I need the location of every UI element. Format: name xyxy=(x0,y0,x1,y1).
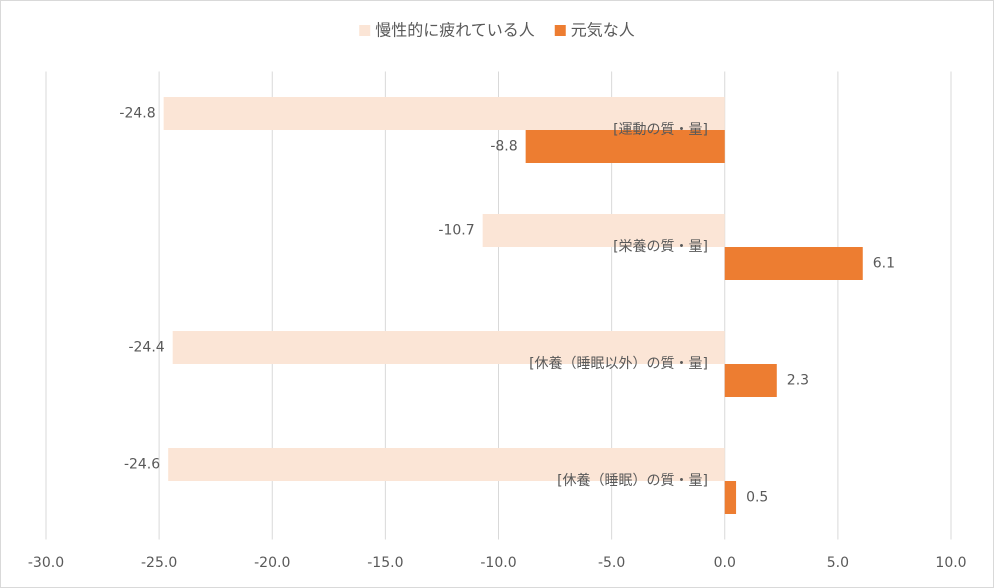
x-tick-label: -5.0 xyxy=(598,555,625,571)
value-label: 0.5 xyxy=(746,490,768,506)
value-label: 2.3 xyxy=(787,373,809,389)
x-tick-label: -30.0 xyxy=(28,555,64,571)
category-label: [運動の質・量] xyxy=(613,122,708,138)
bar xyxy=(168,448,725,481)
x-tick-label: -20.0 xyxy=(254,555,290,571)
category-label: [休養（睡眠）の質・量] xyxy=(557,472,708,489)
legend-swatch xyxy=(554,25,566,36)
bar xyxy=(172,331,725,364)
value-label: -24.8 xyxy=(119,106,155,122)
value-label: -10.7 xyxy=(438,223,474,239)
bar xyxy=(724,481,737,514)
value-label: 6.1 xyxy=(873,256,895,272)
bar xyxy=(724,364,777,397)
x-tick-label: -10.0 xyxy=(480,555,516,571)
bar xyxy=(724,247,863,280)
x-tick-label: 5.0 xyxy=(827,555,849,571)
x-tick-label: 0.0 xyxy=(714,555,736,571)
legend-label: 元気な人 xyxy=(571,21,635,40)
x-tick-label: -25.0 xyxy=(141,555,177,571)
category-label: [休養（睡眠以外）の質・量] xyxy=(529,355,708,372)
bar xyxy=(163,97,725,130)
bar xyxy=(482,214,725,247)
legend-swatch xyxy=(359,25,371,36)
legend-label: 慢性的に疲れている人 xyxy=(375,21,535,40)
bar xyxy=(525,130,725,163)
category-label: [栄養の質・量] xyxy=(613,238,708,255)
x-tick-label: -15.0 xyxy=(367,555,403,571)
value-label: -24.4 xyxy=(128,340,164,356)
x-tick-label: 10.0 xyxy=(935,555,966,571)
value-label: -24.6 xyxy=(124,457,160,473)
value-label: -8.8 xyxy=(490,139,517,155)
